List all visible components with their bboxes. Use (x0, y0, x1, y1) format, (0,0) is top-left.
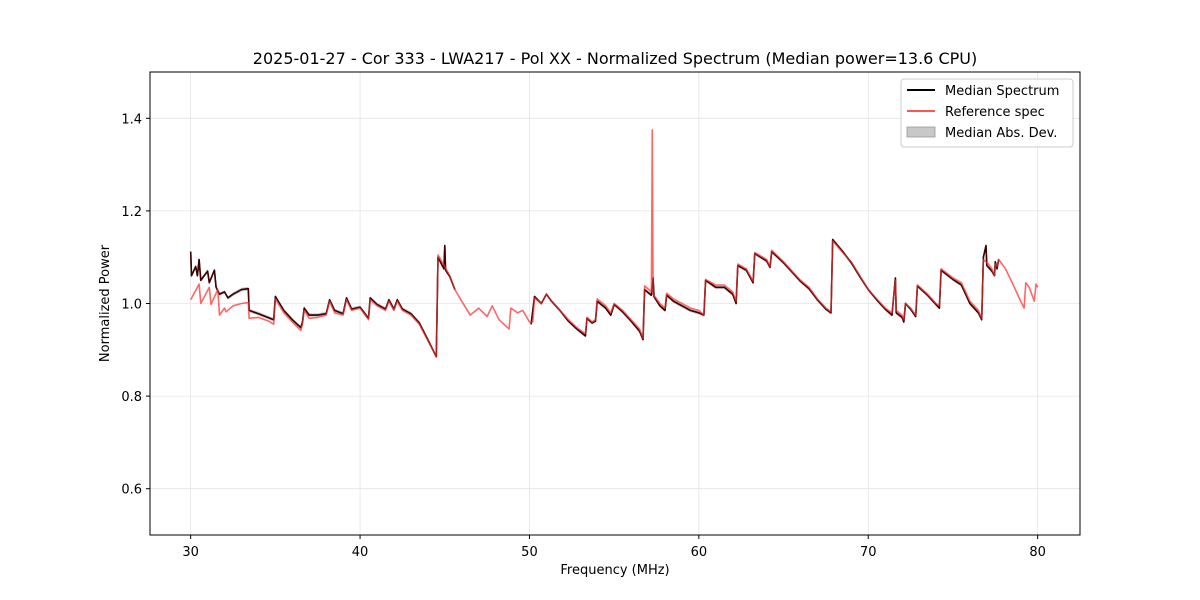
x-axis-ticks: 30 40 50 60 70 80 (182, 535, 1046, 560)
series-layer (189, 129, 1039, 359)
x-tick-label: 40 (352, 545, 369, 560)
y-tick-label: 0.8 (121, 390, 142, 405)
median-spectrum-line (530, 238, 1000, 341)
y-tick-label: 1.0 (121, 298, 142, 313)
legend-mad-swatch (906, 126, 936, 138)
legend-median-label: Median Spectrum (945, 84, 1059, 99)
x-tick-label: 60 (691, 545, 708, 560)
median-spectrum-line (189, 244, 456, 358)
mad-band (190, 243, 455, 359)
x-tick-label: 30 (182, 545, 199, 560)
chart-title: 2025-01-27 - Cor 333 - LWA217 - Pol XX -… (253, 49, 977, 68)
y-tick-label: 0.6 (121, 483, 142, 498)
y-axis-ticks: 0.6 0.8 1.0 1.2 1.4 (121, 112, 150, 498)
y-axis-label: Normalized Power (98, 244, 113, 362)
legend-reference-label: Reference spec (945, 105, 1045, 120)
x-axis-label: Frequency (MHz) (560, 563, 669, 578)
x-tick-label: 50 (521, 545, 538, 560)
legend: Median Spectrum Reference spec Median Ab… (900, 78, 1074, 148)
x-tick-label: 70 (860, 545, 877, 560)
median-overlay-line (190, 244, 456, 358)
mad-band (531, 237, 999, 342)
legend-mad-label: Median Abs. Dev. (945, 126, 1057, 141)
reference-spectrum-line (189, 129, 1039, 358)
y-tick-label: 1.2 (121, 205, 142, 220)
x-tick-label: 80 (1029, 545, 1046, 560)
median-overlay-line (530, 238, 1000, 341)
y-tick-label: 1.4 (121, 112, 142, 127)
legend-box (900, 78, 1074, 148)
